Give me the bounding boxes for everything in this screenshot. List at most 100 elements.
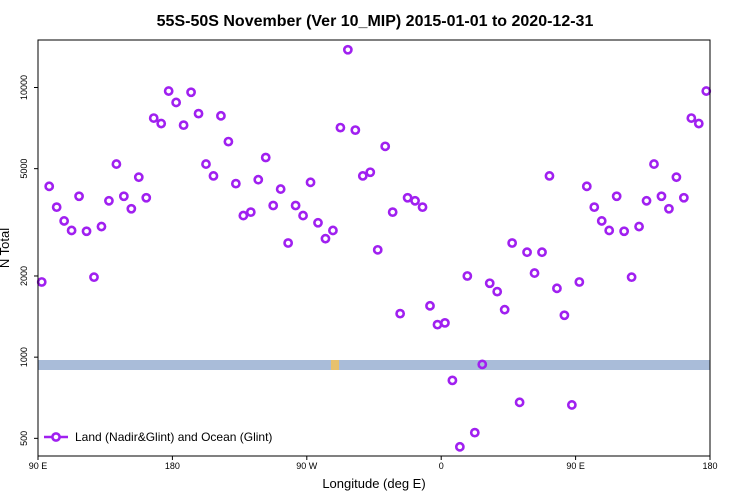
chart-title: 55S-50S November (Ver 10_MIP) 2015-01-01… [157, 13, 594, 30]
data-point [552, 283, 562, 294]
plot-frame [37, 39, 711, 457]
data-point [81, 226, 92, 237]
land-patch [331, 360, 339, 370]
data-point [59, 216, 70, 226]
y-tick-label: 2000 [19, 266, 29, 286]
data-point [477, 359, 488, 370]
data-point [118, 191, 129, 202]
data-point [469, 427, 480, 438]
data-point [544, 171, 555, 181]
data-point [604, 225, 615, 236]
data-point [514, 397, 525, 408]
data-point [133, 172, 144, 183]
data-point [678, 192, 689, 203]
data-point [671, 172, 682, 183]
data-point [126, 203, 137, 214]
x-tick-label: 90 E [29, 461, 48, 471]
data-point [186, 87, 196, 98]
data-point [298, 210, 308, 221]
data-point [462, 271, 473, 281]
data-point [357, 171, 368, 181]
data-point [417, 202, 428, 213]
data-point [387, 207, 398, 218]
data-point [372, 244, 383, 255]
data-point [365, 167, 376, 178]
data-point [305, 177, 316, 188]
data-point [51, 202, 62, 213]
data-point [507, 238, 518, 248]
data-point [686, 113, 697, 123]
plot-background [38, 360, 710, 370]
data-point [208, 171, 219, 181]
data-point [619, 226, 630, 237]
data-point [350, 125, 361, 135]
x-tick-label: 0 [439, 461, 444, 471]
data-point [484, 278, 495, 289]
data-point [148, 113, 159, 123]
data-point [223, 136, 234, 147]
data-point [574, 277, 585, 287]
data-point [201, 159, 211, 169]
data-point [111, 159, 122, 169]
data-point [96, 221, 107, 232]
data-point [320, 233, 331, 244]
data-point [634, 221, 644, 232]
data-point [656, 191, 667, 202]
x-tick-label: 90 E [566, 461, 585, 471]
data-point [559, 310, 570, 321]
x-tick-label: 90 W [296, 461, 318, 471]
y-tick-label: 10000 [19, 75, 29, 100]
x-tick-label: 180 [165, 461, 180, 471]
data-point [626, 272, 637, 283]
data-point [492, 286, 503, 297]
data-point [664, 203, 674, 214]
data-point [425, 300, 435, 311]
data-point [454, 441, 465, 452]
data-point [522, 247, 532, 258]
data-point [529, 268, 540, 278]
data-point [410, 195, 420, 206]
legend: Land (Nadir&Glint) and Ocean (Glint) [44, 430, 272, 444]
y-tick-label: 1000 [19, 347, 29, 367]
data-point [641, 195, 652, 206]
data-point [283, 238, 294, 248]
data-point [649, 159, 659, 169]
data-point [499, 304, 510, 315]
data-point [611, 191, 622, 202]
data-point [342, 44, 353, 55]
data-point [104, 195, 114, 206]
data-point [74, 191, 84, 202]
data-point [44, 181, 55, 192]
data-point [447, 375, 458, 386]
data-point [260, 152, 271, 163]
data-point [566, 400, 577, 410]
data-point [402, 192, 413, 203]
data-point [171, 97, 182, 108]
data-point [253, 174, 264, 185]
data-point [581, 181, 592, 192]
data-point [537, 247, 547, 258]
data-point [36, 277, 47, 287]
data-point [193, 108, 204, 119]
data-point [178, 120, 189, 131]
data-point [245, 207, 256, 218]
y-axis-title: N Total [0, 228, 12, 268]
data-point [268, 200, 279, 211]
x-axis-title: Longitude (deg E) [322, 476, 425, 491]
data-point [380, 141, 391, 152]
land-band [38, 360, 710, 370]
data-point [141, 192, 152, 203]
data-point [230, 178, 241, 189]
data-point [216, 110, 226, 121]
data-points [36, 44, 712, 452]
data-point [313, 217, 323, 228]
data-point [238, 210, 249, 221]
x-axis: 90 E 180 90 W 0 90 E 180 [29, 456, 718, 471]
data-point [335, 122, 346, 133]
y-tick-label: 500 [19, 431, 29, 446]
legend-label: Land (Nadir&Glint) and Ocean (Glint) [75, 430, 272, 444]
data-point [66, 225, 77, 236]
data-point [440, 317, 450, 328]
data-point [395, 308, 406, 319]
